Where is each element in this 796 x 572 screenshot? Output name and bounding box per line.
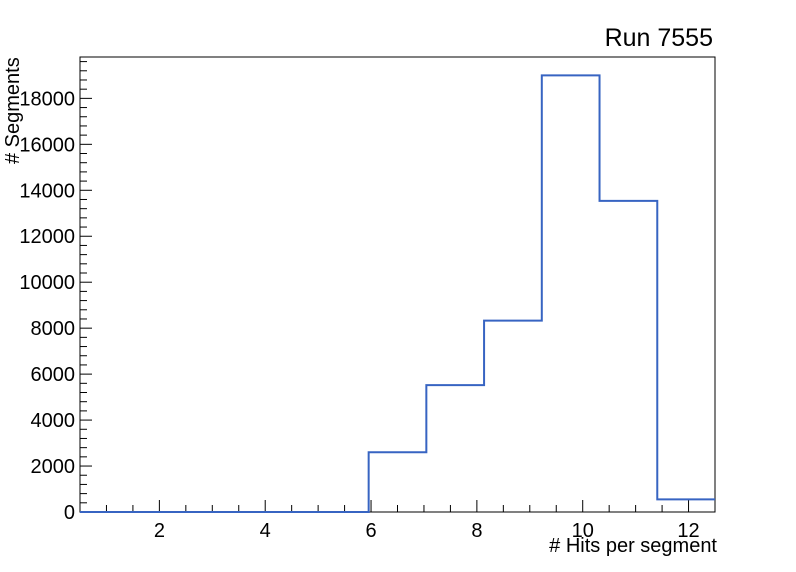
y-tick-label: 14000 [19,180,75,202]
y-tick-label: 18000 [19,88,75,110]
y-tick-label: 6000 [31,364,76,386]
chart-title: Run 7555 [604,24,713,52]
x-tick-label: 6 [365,520,376,542]
x-tick-label: 8 [471,520,482,542]
y-tick-label: 8000 [31,318,76,340]
y-tick-label: 2000 [31,456,76,478]
y-tick-label: 16000 [19,134,75,156]
x-axis-title: # Hits per segment [549,535,717,557]
y-axis-title: # Segments [2,57,24,164]
x-tick-label: 4 [260,520,271,542]
x-tick-label: 12 [677,520,699,542]
y-tick-label: 10000 [19,272,75,294]
y-tick-label: 4000 [31,410,76,432]
plot-frame [79,56,716,513]
y-tick-label: 12000 [19,226,75,248]
histogram-step-line [80,74,715,513]
y-tick-label: 0 [64,502,75,524]
x-tick-label: 10 [572,520,594,542]
x-tick-label: 2 [154,520,165,542]
